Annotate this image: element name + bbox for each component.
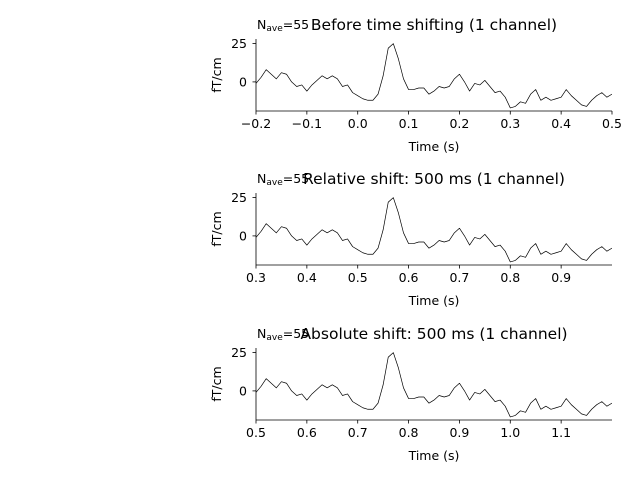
y-tick-label: 25 [231, 36, 247, 51]
subplot-1: −0.2 −0.1 0.0 0.1 0.2 0.3 0.4 0.5 0 25 Time (s) fT/… [209, 16, 622, 154]
subplot-3: 0.5 0.6 0.7 0.8 0.9 1.0 1.1 0 25 Time (s) fT/cm Abs… [209, 325, 612, 463]
x-tick-label: 0.5 [602, 116, 622, 131]
x-tick-label: 0.1 [399, 116, 419, 131]
x-axis-label: Time (s) [408, 293, 460, 308]
x-tick-label: 0.4 [297, 270, 317, 285]
x-tick-label: 1.0 [500, 425, 520, 440]
x-tick-label: 0.3 [246, 270, 266, 285]
x-tick-label: 0.7 [348, 425, 368, 440]
x-tick-label: 0.0 [348, 116, 368, 131]
x-tick-label: 0.2 [449, 116, 469, 131]
y-axis-label: fT/cm [209, 366, 224, 401]
x-tick-label: 0.3 [500, 116, 520, 131]
y-axis-label: fT/cm [209, 57, 224, 92]
x-tick-label: 0.6 [399, 270, 419, 285]
x-tick-label: 1.1 [551, 425, 571, 440]
trace-line-1-1 [256, 43, 612, 109]
x-tick-label: −0.2 [241, 116, 271, 131]
x-tick-label: 0.9 [551, 270, 571, 285]
y-tick-label: 0 [239, 74, 247, 89]
x-tick-label: 0.4 [551, 116, 571, 131]
y-tick-label: 0 [239, 228, 247, 243]
trace-line-3-1 [256, 352, 612, 418]
nave-annotation: Nave=55 [257, 326, 309, 343]
x-tick-label: −0.1 [292, 116, 322, 131]
nave-annotation: Nave=55 [257, 171, 309, 188]
x-tick-label: 0.5 [246, 425, 266, 440]
nave-annotation: Nave=55 [257, 17, 309, 34]
x-tick-label: 0.8 [399, 425, 419, 440]
trace-line-2-1 [256, 197, 612, 263]
subplot-title: Relative shift: 500 ms (1 channel) [303, 170, 565, 188]
x-tick-label: 0.5 [348, 270, 368, 285]
subplot-2: 0.3 0.4 0.5 0.6 0.7 0.8 0.9 0 25 Time (s) fT/cm Rel… [209, 170, 612, 308]
y-tick-label: 0 [239, 383, 247, 398]
x-tick-label: 0.8 [500, 270, 520, 285]
x-tick-label: 0.7 [449, 270, 469, 285]
subplot-title: Absolute shift: 500 ms (1 channel) [300, 325, 567, 343]
y-axis-label: fT/cm [209, 211, 224, 246]
subplot-title: Before time shifting (1 channel) [311, 16, 557, 34]
y-tick-label: 25 [231, 345, 247, 360]
y-tick-label: 25 [231, 190, 247, 205]
x-axis-label: Time (s) [408, 139, 460, 154]
x-axis-label: Time (s) [408, 448, 460, 463]
x-tick-label: 0.6 [297, 425, 317, 440]
x-tick-label: 0.9 [449, 425, 469, 440]
